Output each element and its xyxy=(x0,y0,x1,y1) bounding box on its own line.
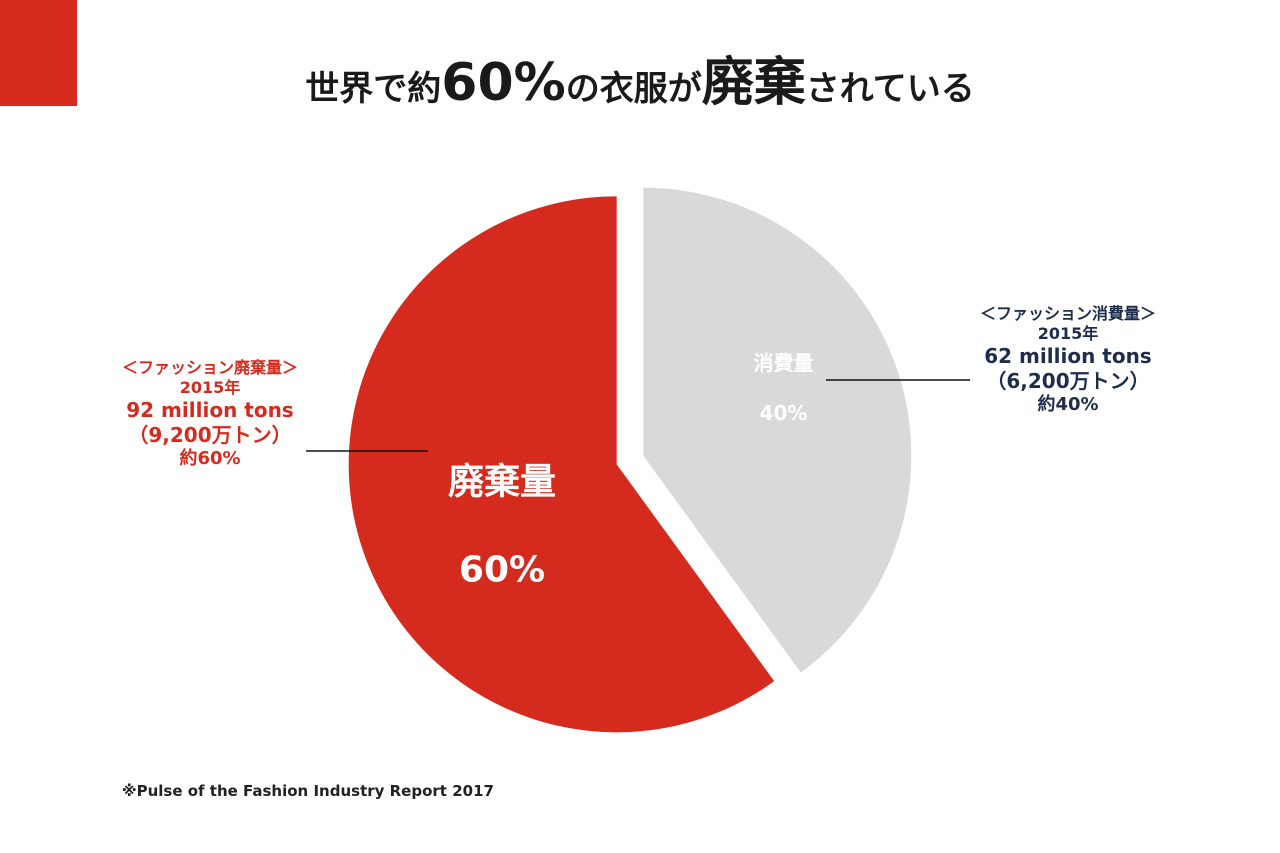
pie-slice-value-waste: 60% xyxy=(459,550,545,591)
title-highlight-waste: 廃棄 xyxy=(701,53,806,113)
waste-annotation-heading: ＜ファッション廃棄量＞ xyxy=(121,358,298,377)
page-title: 世界で約60%の衣服が廃棄されている xyxy=(0,52,1280,120)
waste-annotation-amount-en: 92 million tons xyxy=(126,398,294,422)
corner-accent-block xyxy=(0,0,77,106)
title-highlight-percent: 60% xyxy=(441,53,566,113)
title-part-2: の衣服が xyxy=(565,69,702,109)
source-note: ※Pulse of the Fashion Industry Report 20… xyxy=(122,782,494,800)
consumption-annotation-approx: 約40% xyxy=(1037,394,1099,415)
waste-annotation-amount-jp: （9,200万トン） xyxy=(128,423,292,447)
pie-slice-consumption xyxy=(643,187,912,673)
pie-slice-label-consumption: 消費量 xyxy=(754,351,814,375)
consumption-annotation-amount-jp: （6,200万トン） xyxy=(986,369,1150,393)
title-part-1: 世界で約 xyxy=(305,69,442,109)
waste-annotation-year: 2015年 xyxy=(179,378,241,397)
pie-slice-value-consumption: 40% xyxy=(760,401,808,425)
pie-slice-waste xyxy=(348,196,775,733)
consumption-annotation: ＜ファッション消費量＞ 2015年 62 million tons （6,200… xyxy=(928,304,1208,417)
consumption-annotation-year: 2015年 xyxy=(1037,324,1099,343)
pie-slice-label-waste: 廃棄量 xyxy=(448,462,556,503)
title-part-3: されている xyxy=(805,69,975,109)
waste-annotation: ＜ファッション廃棄量＞ 2015年 92 million tons （9,200… xyxy=(70,358,350,471)
consumption-annotation-amount-en: 62 million tons xyxy=(984,344,1152,368)
consumption-annotation-heading: ＜ファッション消費量＞ xyxy=(979,304,1156,323)
waste-annotation-approx: 約60% xyxy=(179,448,241,469)
